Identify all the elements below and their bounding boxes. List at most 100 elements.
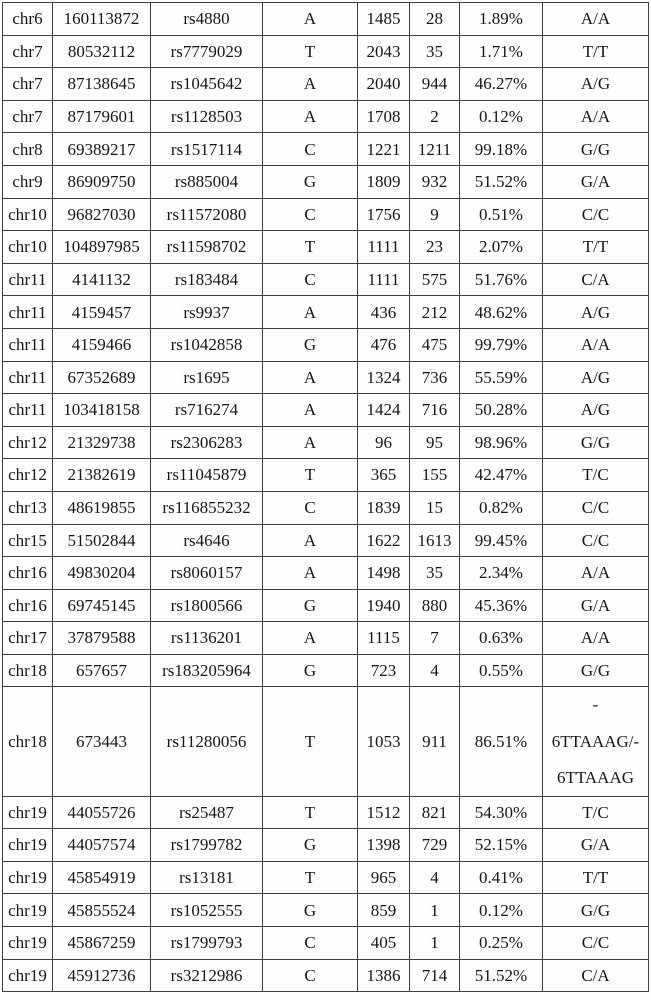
cell-position: 21329738 xyxy=(52,425,151,460)
cell-rsid: rs2306283 xyxy=(150,425,263,460)
cell-allele: C xyxy=(262,132,358,166)
cell-position: 45912736 xyxy=(52,958,151,993)
table-row: chr7 87138645 rs1045642 A 2040 944 46.27% A/G xyxy=(2,67,649,101)
cell-rsid: rs4880 xyxy=(150,2,263,36)
cell-frequency: 0.41% xyxy=(459,860,543,895)
cell-chromosome: chr16 xyxy=(2,556,53,590)
cell-variant-reads: 1 xyxy=(409,925,460,960)
table-row: chr11 67352689 rs1695 A 1324 736 55.59% A/G xyxy=(2,360,649,395)
cell-genotype: C/C xyxy=(542,925,649,960)
cell-chromosome: chr13 xyxy=(2,490,53,525)
cell-position: 4159466 xyxy=(52,327,151,362)
cell-genotype: A/A xyxy=(542,2,649,36)
table-row: chr19 45912736 rs3212986 C 1386 714 51.52% C/A xyxy=(2,958,649,993)
cell-rsid: rs1695 xyxy=(150,360,263,395)
table-row: chr10 104897985 rs11598702 T 1111 23 2.07% T/T xyxy=(2,230,649,264)
cell-rsid: rs716274 xyxy=(150,393,263,427)
table-row: chr16 49830204 rs8060157 A 1498 35 2.34% A/A xyxy=(2,556,649,590)
cell-rsid: rs4646 xyxy=(150,523,263,558)
table-row: chr19 44057574 rs1799782 G 1398 729 52.15% G/A xyxy=(2,828,649,862)
table-row: chr19 45867259 rs1799793 C 405 1 0.25% C/C xyxy=(2,925,649,960)
cell-genotype: G/G xyxy=(542,425,649,460)
cell-variant-reads: 35 xyxy=(409,556,460,590)
cell-rsid: rs1799793 xyxy=(150,925,263,960)
cell-rsid: rs1045642 xyxy=(150,67,263,101)
cell-rsid: rs9937 xyxy=(150,295,263,329)
cell-chromosome: chr15 xyxy=(2,523,53,558)
cell-variant-reads: 4 xyxy=(409,860,460,895)
cell-chromosome: chr7 xyxy=(2,67,53,101)
cell-total-reads: 1324 xyxy=(357,360,410,395)
cell-rsid: rs1128503 xyxy=(150,99,263,134)
cell-variant-reads: 716 xyxy=(409,393,460,427)
cell-chromosome: chr19 xyxy=(2,828,53,862)
cell-genotype: A/A xyxy=(542,99,649,134)
cell-chromosome: chr7 xyxy=(2,34,53,69)
cell-position: 160113872 xyxy=(52,2,151,36)
cell-position: 4141132 xyxy=(52,262,151,297)
cell-frequency: 2.34% xyxy=(459,556,543,590)
table-row: chr6 160113872 rs4880 A 1485 28 1.89% A/A xyxy=(2,2,649,36)
table-row: chr18 673443 rs11280056 T 1053 911 86.51% - 6TT… xyxy=(2,686,649,797)
cell-rsid: rs183484 xyxy=(150,262,263,297)
cell-variant-reads: 7 xyxy=(409,621,460,655)
cell-position: 657657 xyxy=(52,653,151,688)
cell-genotype: T/T xyxy=(542,860,649,895)
cell-total-reads: 365 xyxy=(357,458,410,492)
cell-frequency: 86.51% xyxy=(459,686,543,797)
table-row: chr11 103418158 rs716274 A 1424 716 50.28% A/G xyxy=(2,393,649,427)
cell-allele: A xyxy=(262,425,358,460)
cell-genotype: G/G xyxy=(542,893,649,927)
cell-genotype: A/G xyxy=(542,295,649,329)
cell-allele: C xyxy=(262,958,358,993)
table-row: chr15 51502844 rs4646 A 1622 1613 99.45% C/C xyxy=(2,523,649,558)
cell-allele: A xyxy=(262,360,358,395)
table-row: chr16 69745145 rs1800566 G 1940 880 45.36% G/A xyxy=(2,588,649,623)
cell-chromosome: chr7 xyxy=(2,99,53,134)
cell-position: 45867259 xyxy=(52,925,151,960)
cell-rsid: rs116855232 xyxy=(150,490,263,525)
cell-rsid: rs11572080 xyxy=(150,197,263,232)
cell-genotype: G/A xyxy=(542,828,649,862)
cell-variant-reads: 880 xyxy=(409,588,460,623)
cell-variant-reads: 1 xyxy=(409,893,460,927)
table-row: chr17 37879588 rs1136201 A 1115 7 0.63% A/A xyxy=(2,621,649,655)
cell-chromosome: chr19 xyxy=(2,925,53,960)
cell-variant-reads: 35 xyxy=(409,34,460,69)
cell-position: 104897985 xyxy=(52,230,151,264)
cell-allele: A xyxy=(262,621,358,655)
cell-total-reads: 859 xyxy=(357,893,410,927)
table-row: chr7 80532112 rs7779029 T 2043 35 1.71% T/T xyxy=(2,34,649,69)
cell-chromosome: chr19 xyxy=(2,958,53,993)
cell-total-reads: 723 xyxy=(357,653,410,688)
cell-total-reads: 436 xyxy=(357,295,410,329)
cell-genotype: C/A xyxy=(542,958,649,993)
cell-frequency: 50.28% xyxy=(459,393,543,427)
table-row: chr11 4141132 rs183484 C 1111 575 51.76% C/A xyxy=(2,262,649,297)
table-row: chr7 87179601 rs1128503 A 1708 2 0.12% A/A xyxy=(2,99,649,134)
cell-total-reads: 1424 xyxy=(357,393,410,427)
cell-chromosome: chr10 xyxy=(2,230,53,264)
cell-frequency: 1.89% xyxy=(459,2,543,36)
cell-variant-reads: 9 xyxy=(409,197,460,232)
cell-frequency: 1.71% xyxy=(459,34,543,69)
cell-variant-reads: 1211 xyxy=(409,132,460,166)
cell-position: 51502844 xyxy=(52,523,151,558)
cell-frequency: 55.59% xyxy=(459,360,543,395)
cell-total-reads: 405 xyxy=(357,925,410,960)
cell-rsid: rs1517114 xyxy=(150,132,263,166)
cell-genotype: G/A xyxy=(542,588,649,623)
cell-allele: G xyxy=(262,327,358,362)
cell-variant-reads: 821 xyxy=(409,795,460,830)
cell-total-reads: 1708 xyxy=(357,99,410,134)
cell-position: 87138645 xyxy=(52,67,151,101)
table-row: chr12 21329738 rs2306283 A 96 95 98.96% G/G xyxy=(2,425,649,460)
cell-genotype: A/G xyxy=(542,360,649,395)
cell-rsid: rs1799782 xyxy=(150,828,263,862)
cell-frequency: 99.45% xyxy=(459,523,543,558)
cell-variant-reads: 212 xyxy=(409,295,460,329)
table-row: chr8 69389217 rs1517114 C 1221 1211 99.18% G/G xyxy=(2,132,649,166)
cell-variant-reads: 155 xyxy=(409,458,460,492)
cell-position: 673443 xyxy=(52,686,151,797)
